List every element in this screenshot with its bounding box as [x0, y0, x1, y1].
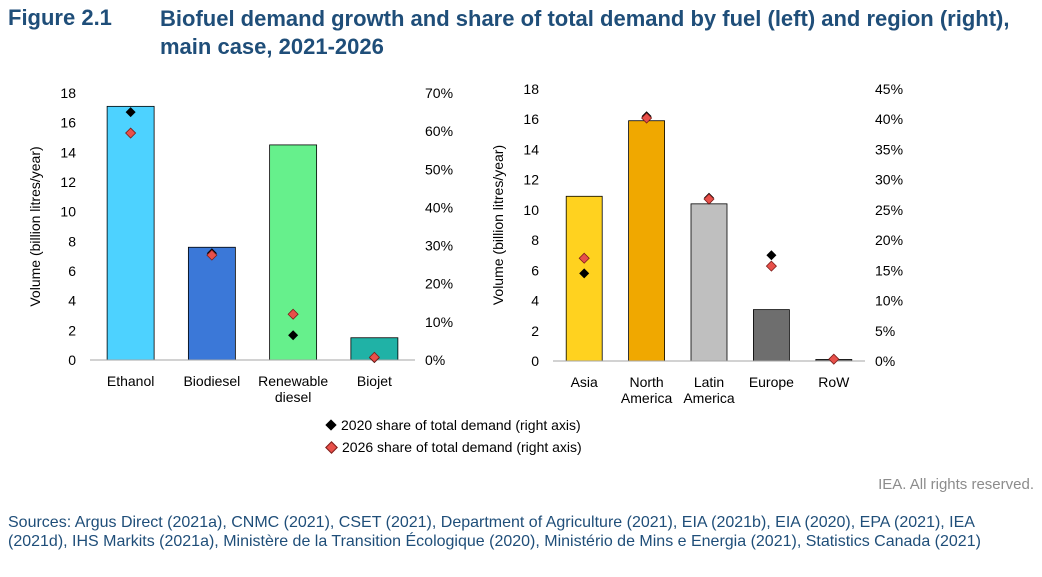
y-tick-label: 18	[523, 81, 539, 97]
y2-tick-label: 35%	[875, 141, 903, 157]
marker-2026-biodiesel	[206, 249, 218, 261]
y2-tick-label: 15%	[875, 262, 903, 278]
y2-tick-label: 60%	[425, 123, 453, 139]
y-tick-label: 6	[531, 262, 539, 278]
bar-asia	[565, 195, 603, 362]
y-tick-label: 12	[523, 172, 539, 188]
x-tick-label: Ethanol	[107, 373, 154, 389]
legend-item-2026: 2026 share of total demand (right axis)	[325, 436, 582, 458]
bar-biodiesel	[187, 246, 236, 361]
y2-tick-label: 25%	[875, 202, 903, 218]
y-tick-label: 12	[60, 174, 76, 190]
y-axis-label: Volume (billion litres/year)	[490, 145, 506, 305]
y-tick-label: 14	[60, 144, 76, 160]
y-tick-label: 2	[68, 322, 76, 338]
y2-tick-label: 45%	[875, 81, 903, 97]
figure-number: Figure 2.1	[8, 5, 112, 30]
x-tick-label: Biodiesel	[183, 373, 240, 389]
bar-renewable-diesel	[269, 144, 318, 361]
y2-tick-label: 40%	[425, 199, 453, 215]
y2-tick-label: 30%	[425, 238, 453, 254]
legend-label-2026: 2026 share of total demand (right axis)	[342, 439, 582, 455]
y-tick-label: 10	[60, 204, 76, 220]
x-tick-label: Biojet	[357, 373, 392, 389]
y2-tick-label: 20%	[875, 232, 903, 248]
x-tick-label: RoW	[818, 374, 850, 390]
y2-tick-label: 30%	[875, 172, 903, 188]
marker-2026-renewable-diesel	[287, 308, 299, 320]
sources-note: Sources: Argus Direct (2021a), CNMC (202…	[8, 514, 981, 550]
marker-2026-north-america	[641, 112, 653, 124]
y-tick-label: 10	[523, 202, 539, 218]
marker-2026-ethanol	[125, 127, 137, 139]
legend-label-2020: 2020 share of total demand (right axis)	[341, 417, 581, 433]
x-tick-label: Asia	[571, 374, 598, 390]
y2-tick-label: 10%	[425, 314, 453, 330]
y-tick-label: 18	[60, 85, 76, 101]
y-tick-label: 0	[68, 352, 76, 368]
marker-2026-asia	[578, 252, 590, 264]
y2-tick-label: 0%	[875, 353, 895, 369]
y-axis-label: Volume (billion litres/year)	[27, 146, 43, 306]
y-tick-label: 6	[68, 263, 76, 279]
marker-2026-row	[828, 353, 840, 365]
bar-europe	[753, 309, 790, 362]
y-tick-label: 8	[531, 232, 539, 248]
marker-2020-renewable-diesel	[288, 330, 299, 341]
marker-2026-biojet	[368, 351, 380, 363]
chart-by-fuel: 0 2 4 6 8 10 12 14 16 18 0% 10% 20% 30% 40% 50% 60% 70% Vo…	[27, 85, 453, 405]
y2-tick-label: 5%	[875, 323, 895, 339]
legend-item-2020: 2020 share of total demand (right axis)	[325, 414, 582, 436]
y2-tick-label: 10%	[875, 293, 903, 309]
y-tick-label: 4	[531, 293, 539, 309]
marker-2026-latin-america	[703, 193, 715, 205]
y-tick-label: 16	[523, 111, 539, 127]
y2-tick-label: 50%	[425, 161, 453, 177]
x-tick-label: Latin America	[683, 374, 735, 406]
copyright-notice: IEA. All rights reserved.	[878, 476, 1034, 493]
marker-2020-asia	[579, 268, 590, 279]
bar-north-america	[628, 120, 665, 362]
chart-by-region: 0 2 4 6 8 10 12 14 16 18 0% 5% 10% 15% 20% 25% 30% 35% 40%…	[490, 81, 903, 406]
figure-title: Biofuel demand growth and share of total…	[160, 6, 1010, 59]
bar-ethanol	[106, 105, 155, 361]
y-tick-label: 8	[68, 233, 76, 249]
bar-latin-america	[690, 203, 728, 362]
y-tick-label: 14	[523, 141, 539, 157]
marker-2020-europe	[766, 250, 777, 261]
y-tick-label: 16	[60, 115, 76, 131]
marker-2020-ethanol	[125, 107, 136, 118]
y2-tick-label: 0%	[425, 352, 445, 368]
y-tick-label: 0	[531, 353, 539, 369]
y2-tick-label: 70%	[425, 85, 453, 101]
y-tick-label: 2	[531, 323, 539, 339]
x-tick-label: North America	[621, 374, 673, 406]
x-tick-label: Europe	[749, 374, 794, 390]
y-tick-label: 4	[68, 293, 76, 309]
y2-tick-label: 40%	[875, 111, 903, 127]
x-tick-label: Renewable diesel	[258, 373, 328, 405]
legend: 2020 share of total demand (right axis) …	[325, 414, 582, 458]
y2-tick-label: 20%	[425, 276, 453, 292]
black-diamond-icon	[325, 419, 337, 431]
red-diamond-icon	[325, 440, 338, 454]
marker-2026-europe	[765, 260, 777, 272]
